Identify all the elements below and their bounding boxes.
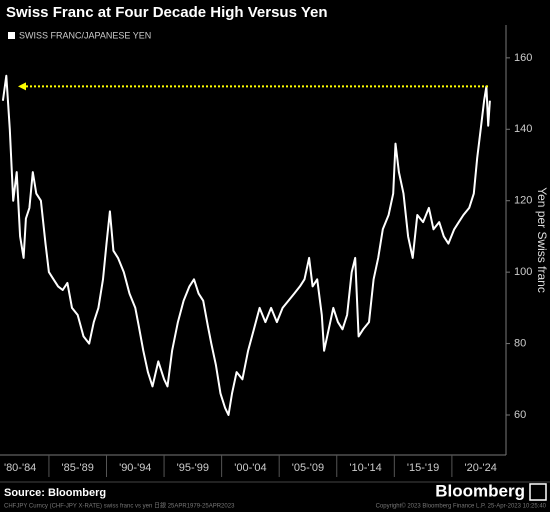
- legend-swatch: [8, 32, 15, 39]
- brand-icon: [529, 483, 547, 501]
- source: Source: Bloomberg: [4, 487, 106, 499]
- y-tick-label: 100: [514, 266, 532, 278]
- x-tick-label: '00-'04: [234, 462, 266, 474]
- x-tick-label: '80-'84: [4, 462, 36, 474]
- x-tick-label: '20-'24: [464, 462, 496, 474]
- reference-arrow: [18, 82, 26, 91]
- x-tick-label: '10-'14: [349, 462, 381, 474]
- y-axis-label: Yen per Swiss franc: [535, 187, 549, 293]
- x-tick-label: '95-'99: [177, 462, 209, 474]
- x-tick-label: '05-'09: [292, 462, 324, 474]
- x-tick-label: '15-'19: [407, 462, 439, 474]
- y-tick-label: 140: [514, 123, 532, 135]
- x-tick-label: '85-'89: [62, 462, 94, 474]
- y-tick-label: 160: [514, 52, 532, 64]
- chart-title: Swiss Franc at Four Decade High Versus Y…: [6, 4, 328, 21]
- y-tick-label: 60: [514, 409, 526, 421]
- series-line: [1, 74, 491, 416]
- brand: Bloomberg: [435, 481, 525, 500]
- y-tick-label: 120: [514, 195, 532, 207]
- footnote-right: Copyright© 2023 Bloomberg Finance L.P. 2…: [376, 503, 547, 510]
- x-tick-label: '90-'94: [119, 462, 151, 474]
- y-tick-label: 80: [514, 337, 526, 349]
- footnote-left: CHFJPY Curncy (CHF-JPY X-RATE) swiss fra…: [4, 502, 235, 510]
- legend-label: SWISS FRANC/JAPANESE YEN: [19, 30, 151, 40]
